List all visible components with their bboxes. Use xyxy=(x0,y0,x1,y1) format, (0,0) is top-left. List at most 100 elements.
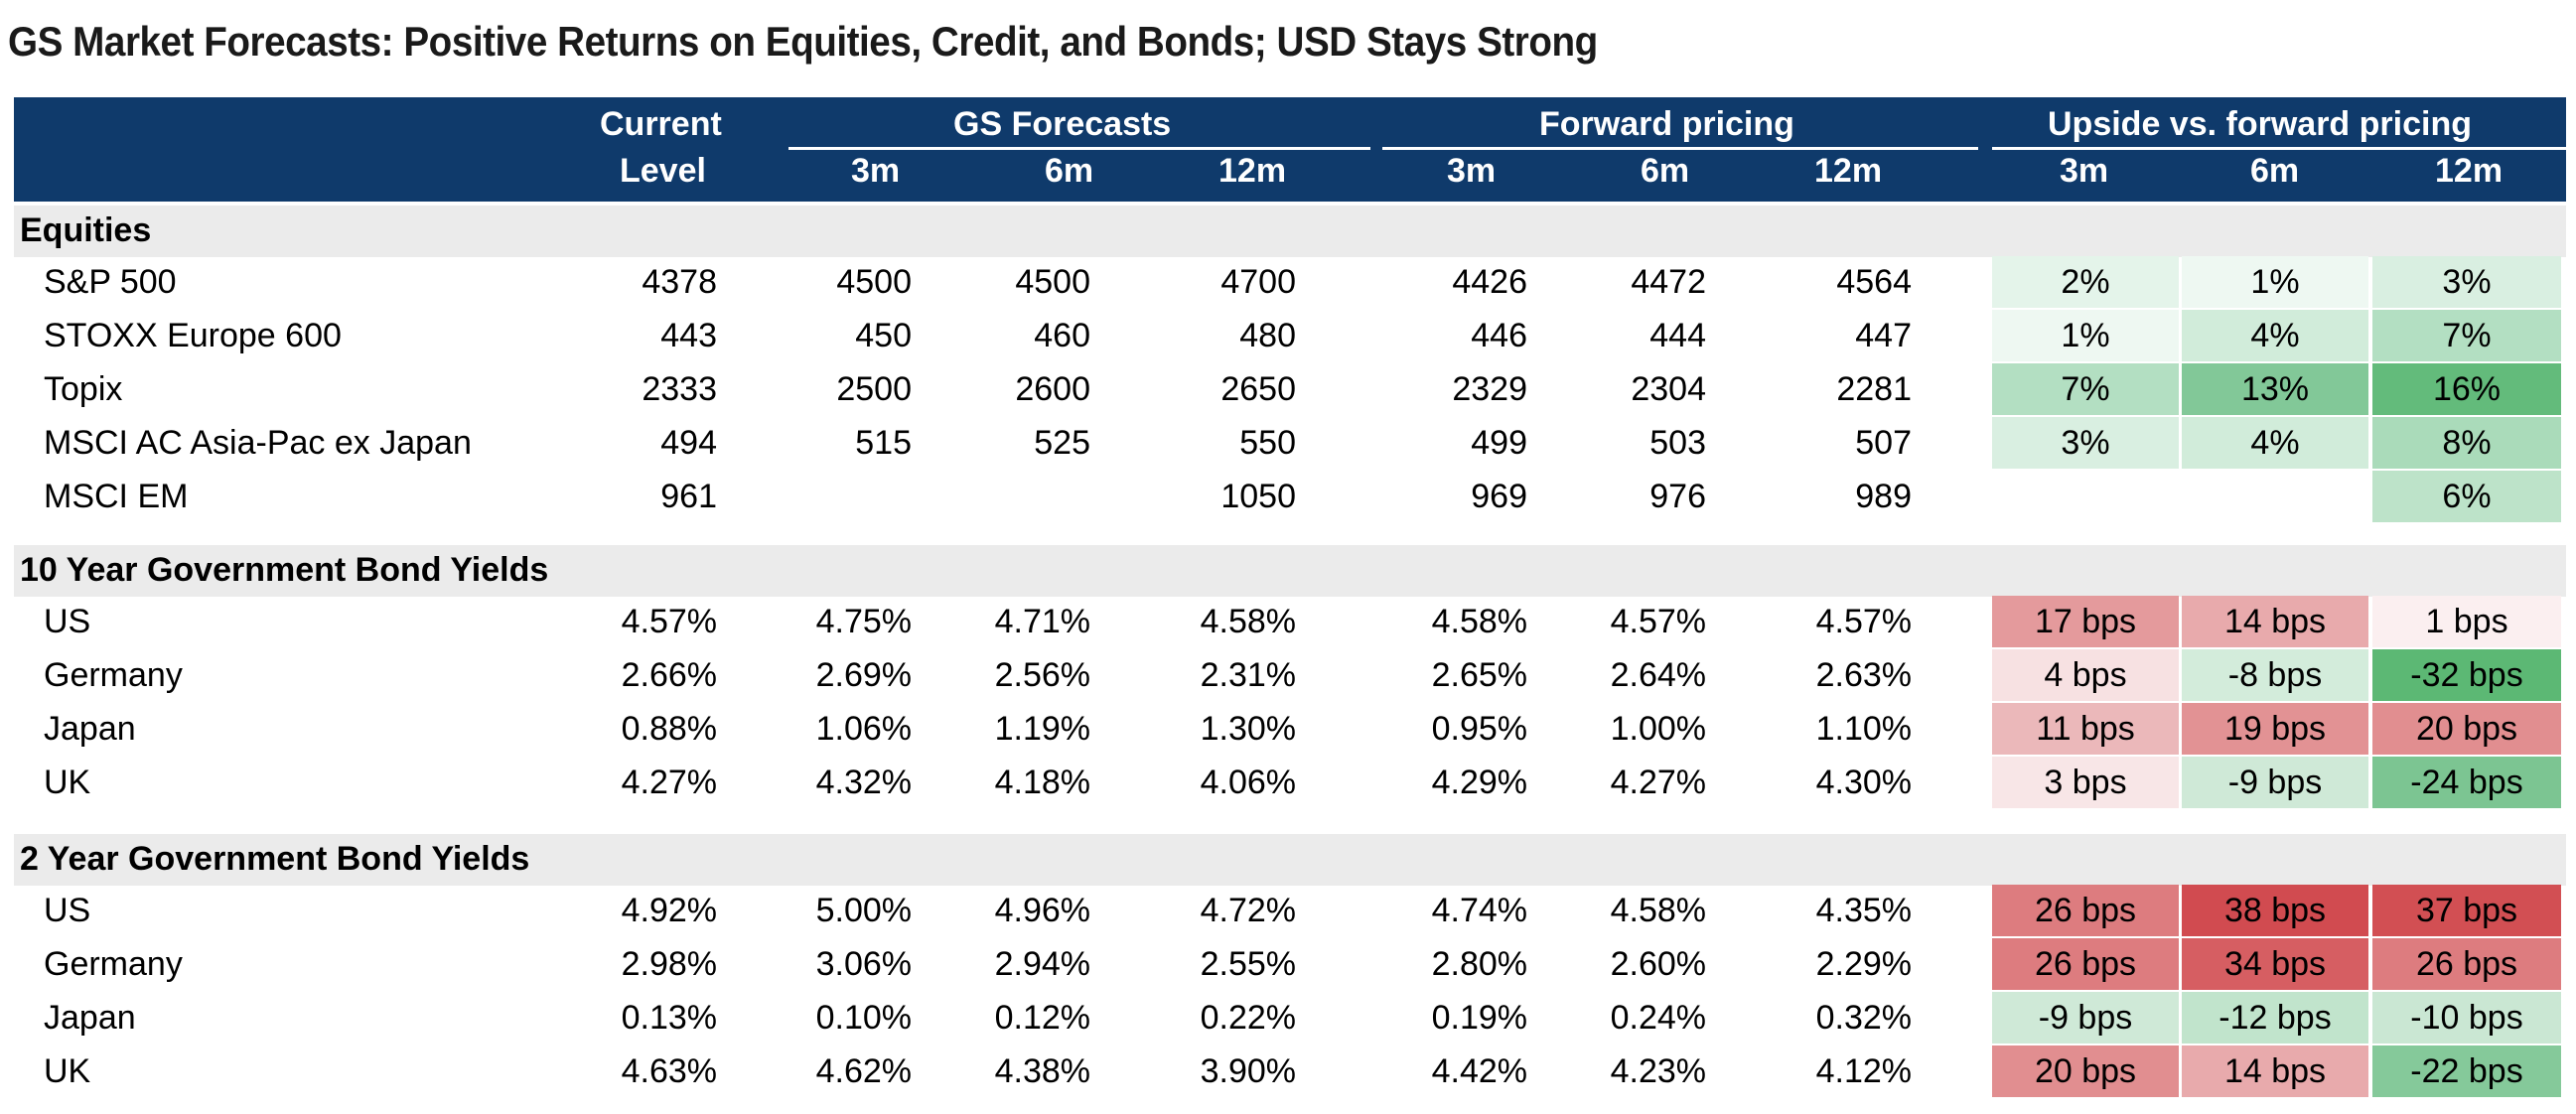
header-fwd-12m: 12m xyxy=(1814,152,1883,190)
gs-forecast-cell: 4.38% xyxy=(994,1052,1090,1090)
row-label: S&P 500 xyxy=(44,263,177,301)
section-title: 10 Year Government Bond Yields xyxy=(20,551,549,589)
gs-forecast-cell: 4500 xyxy=(836,263,912,301)
forward-pricing-cell: 969 xyxy=(1471,478,1527,515)
upside-cell: 3 bps xyxy=(1992,757,2179,808)
gs-forecast-cell: 4700 xyxy=(1220,263,1296,301)
row-label: STOXX Europe 600 xyxy=(44,317,342,354)
gs-forecast-cell: 2600 xyxy=(1015,370,1090,408)
forward-pricing-cell: 4472 xyxy=(1631,263,1706,301)
upside-cell: -9 bps xyxy=(1992,992,2179,1044)
header-upside-6m: 6m xyxy=(2250,152,2300,190)
row-label: Germany xyxy=(44,656,183,694)
upside-cell: -10 bps xyxy=(2372,992,2561,1044)
upside-cell: 3% xyxy=(2372,256,2561,308)
gs-forecast-cell: 4.58% xyxy=(1200,603,1296,640)
upside-cell: 20 bps xyxy=(2372,703,2561,755)
header-gs-6m: 6m xyxy=(1045,152,1094,190)
upside-cell: -8 bps xyxy=(2182,649,2368,701)
header-fwd-6m: 6m xyxy=(1641,152,1690,190)
row-label: MSCI AC Asia-Pac ex Japan xyxy=(44,424,472,462)
gs-forecast-cell: 480 xyxy=(1239,317,1296,354)
table-row: UK 4.63% 4.62% 4.38% 3.90% 4.42% 4.23% 4.12% 20 … xyxy=(0,1045,2576,1099)
gs-forecast-cell: 460 xyxy=(1034,317,1090,354)
forward-pricing-cell: 2.65% xyxy=(1431,656,1527,694)
row-label: Germany xyxy=(44,945,183,983)
upside-cell: -32 bps xyxy=(2372,649,2561,701)
table-row: Topix 2333 2500 2600 2650 2329 2304 2281 7% 13% 16… xyxy=(0,363,2576,417)
gs-forecast-cell: 5.00% xyxy=(815,892,912,929)
upside-cell: -22 bps xyxy=(2372,1045,2561,1097)
gs-forecast-cell: 2.31% xyxy=(1200,656,1296,694)
page-title: GS Market Forecasts: Positive Returns on… xyxy=(8,18,1598,65)
gs-forecast-cell: 4.18% xyxy=(994,764,1090,801)
forward-pricing-cell: 2.63% xyxy=(1815,656,1912,694)
gs-forecast-cell: 0.22% xyxy=(1200,999,1296,1037)
current-level-cell: 443 xyxy=(660,317,717,354)
current-level-cell: 2.98% xyxy=(621,945,717,983)
table-row: UK 4.27% 4.32% 4.18% 4.06% 4.29% 4.27% 4.30% 3 b… xyxy=(0,757,2576,810)
forward-pricing-cell: 447 xyxy=(1855,317,1912,354)
gs-forecast-cell xyxy=(922,471,1090,522)
gs-forecast-cell: 525 xyxy=(1034,424,1090,462)
table-row: Germany 2.66% 2.69% 2.56% 2.31% 2.65% 2.64% 2.6… xyxy=(0,649,2576,703)
upside-cell: 7% xyxy=(1992,363,2179,415)
section-title: Equities xyxy=(20,211,152,249)
current-level-cell: 4.27% xyxy=(621,764,717,801)
gs-forecast-cell: 1050 xyxy=(1220,478,1296,515)
upside-cell: 6% xyxy=(2372,471,2561,522)
upside-cell: 13% xyxy=(2182,363,2368,415)
gs-forecast-cell: 4.32% xyxy=(815,764,912,801)
forward-pricing-cell: 4.29% xyxy=(1431,764,1527,801)
current-level-cell: 2.66% xyxy=(621,656,717,694)
upside-cell: 34 bps xyxy=(2182,938,2368,990)
header-gs-underline xyxy=(788,147,1370,150)
upside-cell: 19 bps xyxy=(2182,703,2368,755)
table-row: Japan 0.88% 1.06% 1.19% 1.30% 0.95% 1.00% 1.10%… xyxy=(0,703,2576,757)
gs-forecast-cell: 4.62% xyxy=(815,1052,912,1090)
forward-pricing-cell: 0.24% xyxy=(1610,999,1706,1037)
forward-pricing-cell: 0.19% xyxy=(1431,999,1527,1037)
gs-forecast-cell: 2650 xyxy=(1220,370,1296,408)
upside-cell: -12 bps xyxy=(2182,992,2368,1044)
forward-pricing-cell: 0.32% xyxy=(1815,999,1912,1037)
header-current-line1: Current xyxy=(600,105,722,143)
gs-forecast-cell: 0.12% xyxy=(994,999,1090,1037)
upside-cell xyxy=(1992,471,2179,522)
forward-pricing-cell: 989 xyxy=(1855,478,1912,515)
current-level-cell: 0.13% xyxy=(621,999,717,1037)
table-row: US 4.92% 5.00% 4.96% 4.72% 4.74% 4.58% 4.35% 26 … xyxy=(0,885,2576,938)
gs-forecast-cell: 450 xyxy=(855,317,912,354)
forward-pricing-cell: 499 xyxy=(1471,424,1527,462)
forward-pricing-cell: 4.74% xyxy=(1431,892,1527,929)
upside-cell: 1% xyxy=(2182,256,2368,308)
forward-pricing-cell: 2.64% xyxy=(1610,656,1706,694)
upside-cell xyxy=(2182,471,2368,522)
forward-pricing-cell: 4.27% xyxy=(1610,764,1706,801)
upside-cell: 4% xyxy=(2182,417,2368,469)
forward-pricing-cell: 0.95% xyxy=(1431,710,1527,748)
gs-forecast-cell: 2.94% xyxy=(994,945,1090,983)
upside-cell: 26 bps xyxy=(1992,885,2179,936)
current-level-cell: 0.88% xyxy=(621,710,717,748)
gs-forecast-cell: 4500 xyxy=(1015,263,1090,301)
table-row: US 4.57% 4.75% 4.71% 4.58% 4.58% 4.57% 4.57% 17 … xyxy=(0,596,2576,649)
table-row: STOXX Europe 600 443 450 460 480 446 444 447 1% 4… xyxy=(0,310,2576,363)
table-row: Japan 0.13% 0.10% 0.12% 0.22% 0.19% 0.24% 0.32%… xyxy=(0,992,2576,1045)
row-label: UK xyxy=(44,1052,91,1090)
gs-forecast-cell: 4.75% xyxy=(815,603,912,640)
upside-cell: 7% xyxy=(2372,310,2561,361)
upside-cell: 11 bps xyxy=(1992,703,2179,755)
forward-pricing-cell: 976 xyxy=(1649,478,1706,515)
gs-forecast-cell: 4.06% xyxy=(1200,764,1296,801)
forward-pricing-cell: 503 xyxy=(1649,424,1706,462)
table-header: Current Level GS Forecasts Forward prici… xyxy=(14,97,2566,202)
upside-cell: 2% xyxy=(1992,256,2179,308)
gs-forecast-cell: 0.10% xyxy=(815,999,912,1037)
header-gs-forecasts: GS Forecasts xyxy=(953,105,1172,143)
header-current-line2: Level xyxy=(620,152,706,190)
header-upside: Upside vs. forward pricing xyxy=(2048,105,2472,143)
table-row: MSCI EM 961 1050 969 976 989 6% xyxy=(0,471,2576,524)
current-level-cell: 494 xyxy=(660,424,717,462)
section-title: 2 Year Government Bond Yields xyxy=(20,840,530,878)
